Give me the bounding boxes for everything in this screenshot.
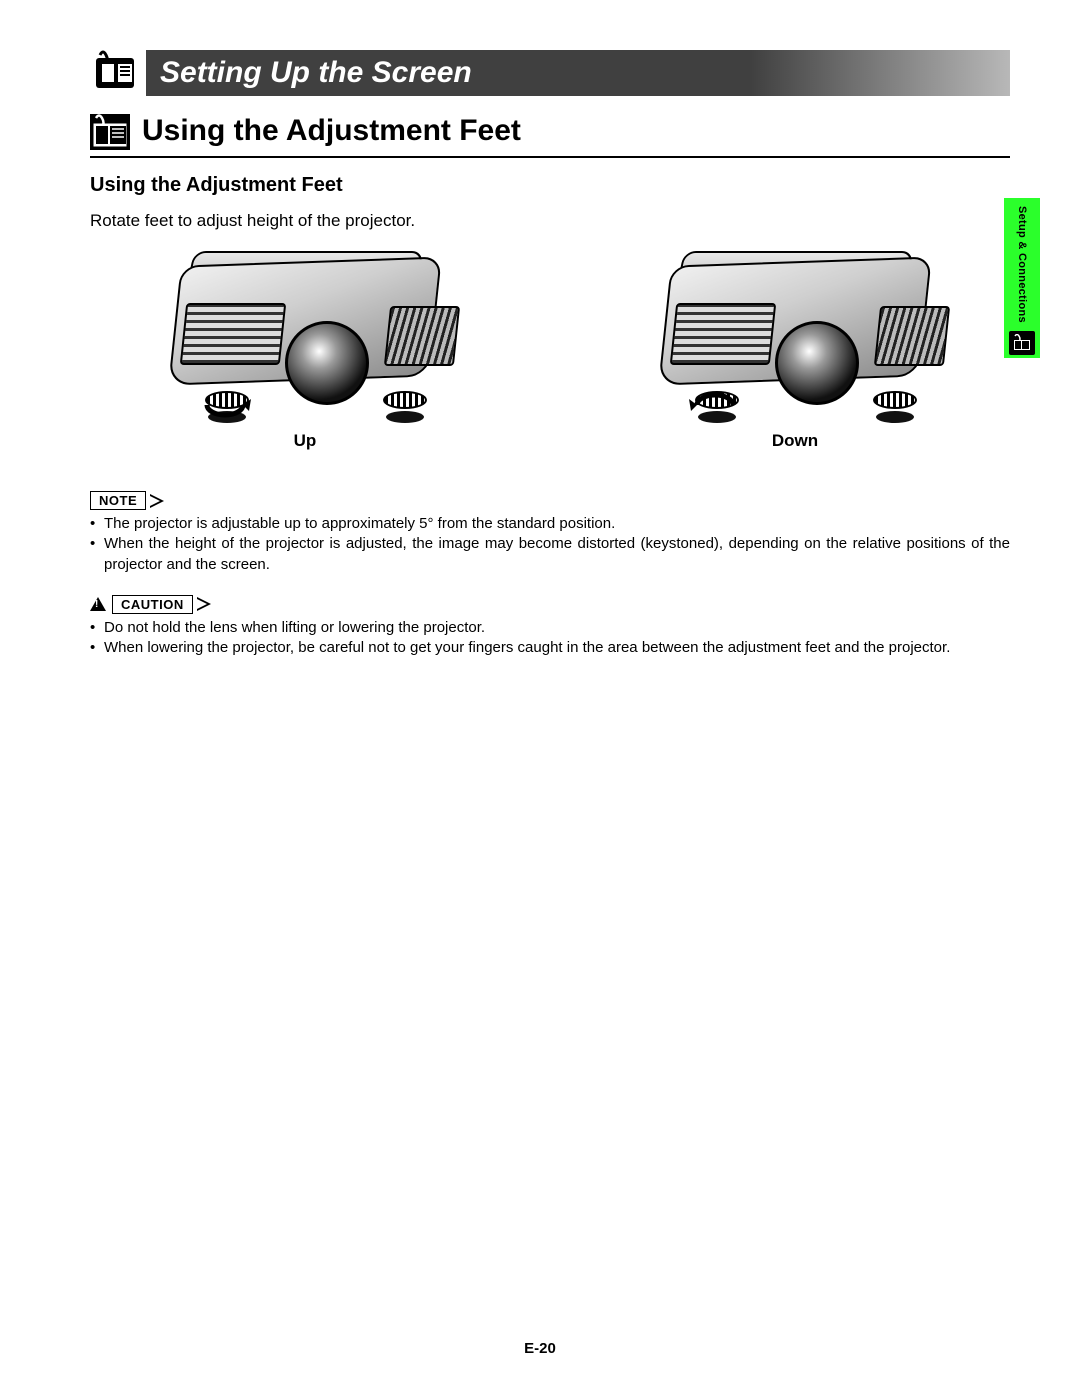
section-icon: [90, 114, 130, 150]
warning-triangle-icon: [90, 597, 106, 611]
caution-label: CAUTION: [112, 595, 193, 614]
note-tag: NOTE: [90, 491, 1010, 510]
rotate-up-arrow-icon: [195, 385, 255, 425]
projector-illustration: [625, 251, 965, 421]
section-title: Using the Adjustment Feet: [142, 114, 521, 150]
section-row: Using the Adjustment Feet: [90, 114, 1010, 150]
section-rule: [90, 156, 1010, 158]
note-label: NOTE: [90, 491, 146, 510]
chapter-row: Setting Up the Screen: [90, 50, 1010, 96]
chapter-title: Setting Up the Screen: [160, 56, 472, 90]
note-arrow-icon: [150, 494, 164, 508]
figure-down: Down: [580, 251, 1010, 451]
figure-caption-up: Up: [294, 431, 317, 451]
caution-tag: CAUTION: [90, 595, 1010, 614]
rotate-down-arrow-icon: [685, 385, 745, 425]
subheading: Using the Adjustment Feet: [90, 174, 1010, 197]
chapter-banner: Setting Up the Screen: [146, 50, 1010, 96]
caution-item: When lowering the projector, be careful …: [90, 638, 1010, 658]
note-item: The projector is adjustable up to approx…: [90, 514, 1010, 534]
caution-list: Do not hold the lens when lifting or low…: [90, 614, 1010, 673]
caution-item: Do not hold the lens when lifting or low…: [90, 618, 1010, 638]
page-number: E-20: [0, 1340, 1080, 1357]
body-text: Rotate feet to adjust height of the proj…: [90, 211, 1010, 231]
figure-caption-down: Down: [772, 431, 818, 451]
note-item: When the height of the projector is adju…: [90, 534, 1010, 575]
side-tab-label: Setup & Connections: [1016, 206, 1028, 323]
projector-illustration: [135, 251, 475, 421]
caution-arrow-icon: [197, 597, 211, 611]
figure-up: Up: [90, 251, 520, 451]
manual-page: Setting Up the Screen Using the Adjustme…: [0, 0, 1080, 1397]
chapter-icon: [90, 50, 140, 96]
side-tab: Setup & Connections: [1004, 198, 1040, 358]
side-tab-icon: [1009, 331, 1035, 355]
figures-row: Up Down: [90, 251, 1010, 451]
note-list: The projector is adjustable up to approx…: [90, 510, 1010, 589]
